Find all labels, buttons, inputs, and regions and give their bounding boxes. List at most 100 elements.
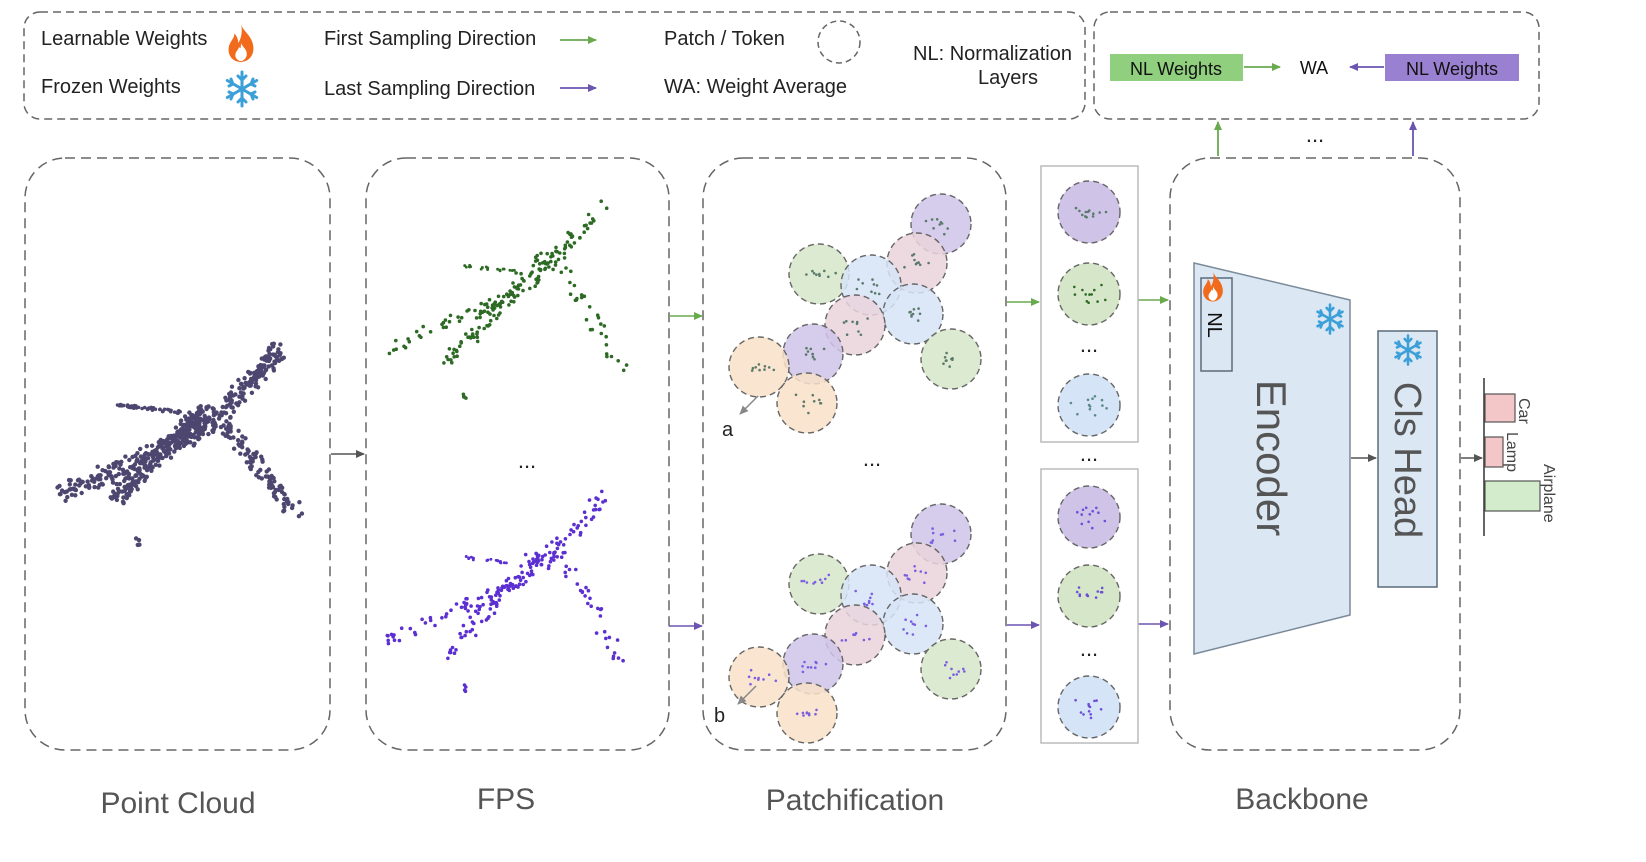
point-dot <box>482 326 487 331</box>
point-dot <box>527 559 531 564</box>
point-dot <box>943 663 947 667</box>
point-dot <box>812 582 815 585</box>
point-dot <box>903 265 906 269</box>
point-dot <box>870 290 873 294</box>
point-dot <box>802 579 806 583</box>
point-dot <box>514 271 518 275</box>
point-dot <box>872 283 876 286</box>
point-dot <box>909 620 913 623</box>
point-dot <box>568 280 572 285</box>
point-dot <box>604 343 609 347</box>
point-dot <box>802 404 805 408</box>
point-dot <box>582 510 587 514</box>
point-dot <box>803 660 806 664</box>
point-dot <box>567 567 572 572</box>
point-dot <box>604 352 609 356</box>
point-dot <box>591 508 596 512</box>
point-dot <box>569 269 573 274</box>
point-dot <box>1088 293 1091 296</box>
point-dot <box>599 331 604 336</box>
point-dot <box>867 599 871 603</box>
point-dot <box>842 321 846 324</box>
point-dot <box>750 369 754 372</box>
point-dot <box>471 556 475 560</box>
point-dot <box>801 711 805 715</box>
point-dot <box>115 492 120 497</box>
point-dot <box>181 435 186 440</box>
point-dot <box>272 352 277 357</box>
arrow-b-icon <box>737 685 757 705</box>
point-dot <box>1087 403 1091 407</box>
point-dot <box>763 365 767 368</box>
point-dot <box>757 678 760 681</box>
point-dot <box>96 477 101 482</box>
point-dot <box>458 631 462 636</box>
point-dot <box>491 308 495 312</box>
point-dot <box>556 257 561 262</box>
point-dot <box>502 585 507 590</box>
point-dot <box>537 262 542 266</box>
point-dot <box>127 404 132 409</box>
point-dot <box>962 667 965 671</box>
point-dot <box>953 539 957 542</box>
point-dot <box>278 342 283 347</box>
point-dot <box>447 347 452 351</box>
point-dot <box>555 541 559 546</box>
point-dot <box>763 368 766 371</box>
point-dot <box>951 358 954 362</box>
point-dot <box>178 418 184 423</box>
point-dot <box>868 637 871 641</box>
point-dot <box>242 376 247 381</box>
point-dot <box>271 368 277 373</box>
point-dot <box>612 651 617 655</box>
point-dot <box>455 349 459 354</box>
point-dot <box>1081 508 1085 512</box>
point-dot <box>386 634 390 638</box>
point-dot <box>948 676 952 680</box>
point-dot <box>124 495 129 501</box>
point-dot <box>1091 397 1094 401</box>
point-dot <box>137 542 142 547</box>
point-dot <box>555 536 559 540</box>
point-dot <box>127 482 132 487</box>
point-dot <box>167 446 172 451</box>
point-dot <box>109 496 115 501</box>
point-dot <box>173 425 179 430</box>
point-dot <box>408 626 413 631</box>
point-dot <box>552 554 556 559</box>
snowflake-icon <box>225 70 259 108</box>
point-dot <box>153 462 158 467</box>
point-dot <box>444 612 449 616</box>
point-dot <box>475 330 480 335</box>
point-dot <box>804 353 808 356</box>
point-dot <box>504 561 508 565</box>
point-dot <box>185 440 190 445</box>
point-dot <box>520 570 524 575</box>
point-dot <box>488 312 492 316</box>
point-dot <box>470 627 475 632</box>
point-dot <box>902 628 905 631</box>
point-dot <box>478 315 482 320</box>
point-dot <box>572 522 576 527</box>
point-dot <box>421 324 426 329</box>
point-dot <box>550 540 554 544</box>
point-dot <box>443 318 448 322</box>
point-dot <box>1098 211 1101 214</box>
point-dot <box>906 577 910 580</box>
point-dot <box>110 480 116 485</box>
point-dot <box>571 529 576 534</box>
point-dot <box>604 334 608 339</box>
point-dot <box>391 635 395 639</box>
bar-airplane <box>1484 480 1541 512</box>
point-dot <box>575 582 580 586</box>
point-dot <box>459 635 463 640</box>
point-dot <box>135 457 140 462</box>
point-dot <box>268 475 274 481</box>
point-dot <box>176 432 181 438</box>
point-dot <box>98 473 103 478</box>
point-dot <box>935 218 939 221</box>
point-dot <box>913 258 916 262</box>
point-dot <box>446 357 450 362</box>
point-dot <box>563 537 568 541</box>
point-dot <box>286 501 291 507</box>
